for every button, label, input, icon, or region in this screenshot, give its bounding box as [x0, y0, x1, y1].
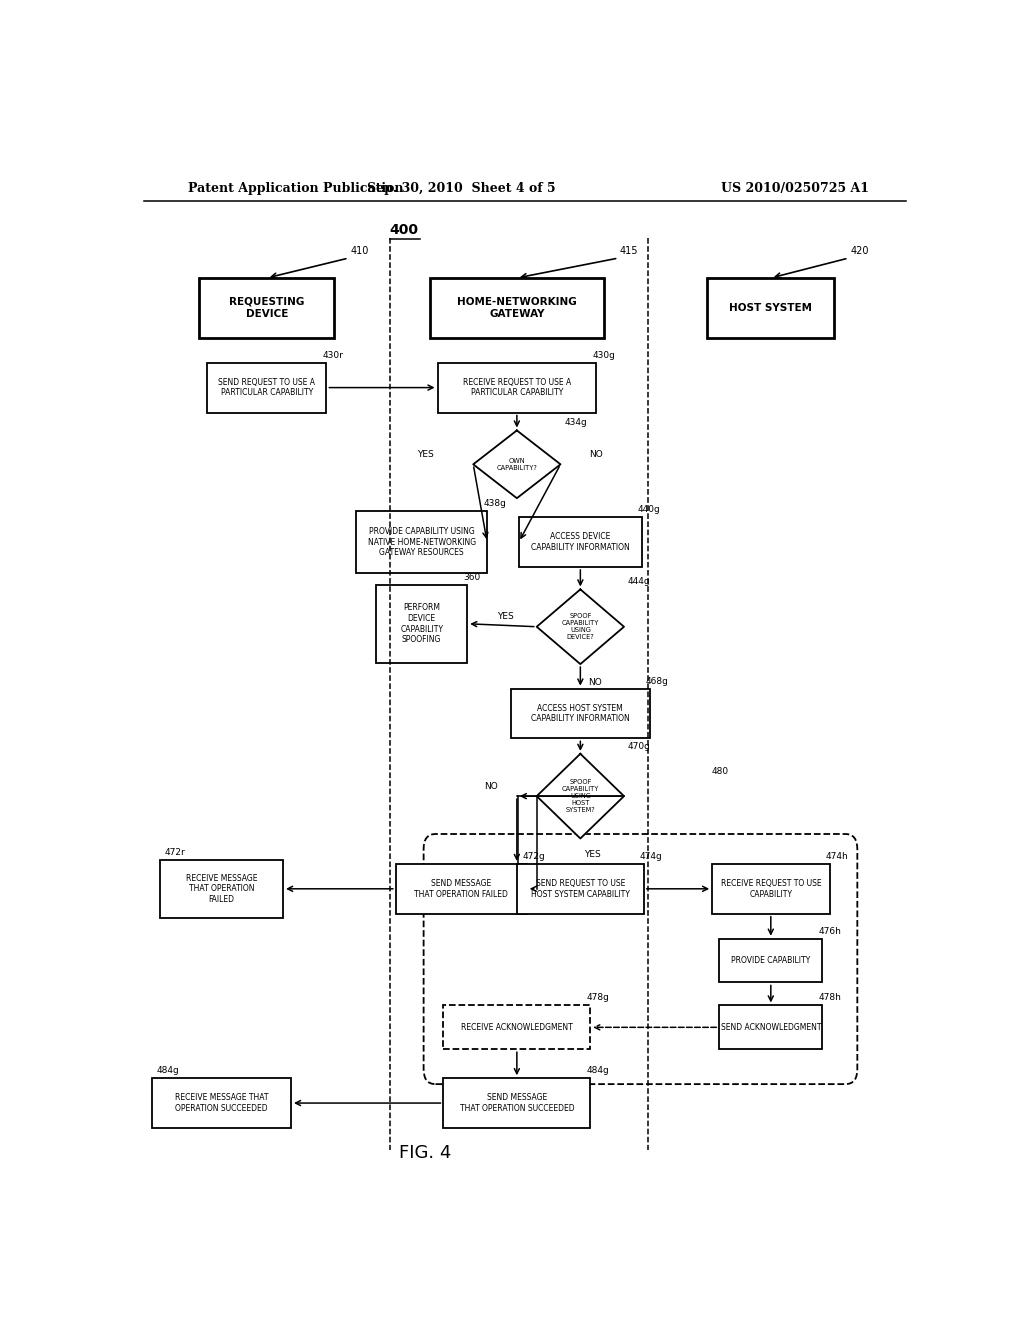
Text: 480: 480	[712, 767, 728, 776]
Text: 430g: 430g	[592, 351, 615, 359]
Text: NO: NO	[483, 781, 498, 791]
FancyBboxPatch shape	[437, 363, 596, 413]
FancyBboxPatch shape	[708, 279, 835, 338]
Text: FIG. 4: FIG. 4	[399, 1144, 452, 1162]
Text: SPOOF
CAPABILITY
USING
DEVICE?: SPOOF CAPABILITY USING DEVICE?	[562, 614, 599, 640]
Text: SEND MESSAGE
THAT OPERATION FAILED: SEND MESSAGE THAT OPERATION FAILED	[415, 879, 508, 899]
Text: RECEIVE REQUEST TO USE A
PARTICULAR CAPABILITY: RECEIVE REQUEST TO USE A PARTICULAR CAPA…	[463, 378, 571, 397]
Text: 434g: 434g	[564, 418, 587, 428]
Text: YES: YES	[585, 850, 601, 859]
Text: PROVIDE CAPABILITY: PROVIDE CAPABILITY	[731, 956, 810, 965]
Text: ACCESS HOST SYSTEM
CAPABILITY INFORMATION: ACCESS HOST SYSTEM CAPABILITY INFORMATIO…	[531, 704, 630, 723]
Text: Patent Application Publication: Patent Application Publication	[187, 182, 403, 195]
FancyBboxPatch shape	[376, 585, 467, 663]
Text: ACCESS DEVICE
CAPABILITY INFORMATION: ACCESS DEVICE CAPABILITY INFORMATION	[531, 532, 630, 552]
FancyBboxPatch shape	[443, 1006, 590, 1049]
Text: 440g: 440g	[638, 506, 660, 515]
Text: YES: YES	[497, 612, 513, 622]
Text: HOME-NETWORKING
GATEWAY: HOME-NETWORKING GATEWAY	[457, 297, 577, 319]
Text: 468g: 468g	[646, 677, 669, 685]
FancyBboxPatch shape	[511, 689, 650, 738]
FancyBboxPatch shape	[443, 1078, 590, 1129]
Text: NO: NO	[588, 677, 602, 686]
Text: 438g: 438g	[483, 499, 506, 508]
Text: SEND REQUEST TO USE
HOST SYSTEM CAPABILITY: SEND REQUEST TO USE HOST SYSTEM CAPABILI…	[530, 879, 630, 899]
Text: SEND MESSAGE
THAT OPERATION SUCCEEDED: SEND MESSAGE THAT OPERATION SUCCEEDED	[460, 1093, 574, 1113]
FancyBboxPatch shape	[712, 863, 829, 913]
Text: PERFORM
DEVICE
CAPABILITY
SPOOFING: PERFORM DEVICE CAPABILITY SPOOFING	[400, 603, 443, 644]
Text: OWN
CAPABILITY?: OWN CAPABILITY?	[497, 458, 538, 471]
FancyBboxPatch shape	[430, 279, 604, 338]
Polygon shape	[473, 430, 560, 498]
Polygon shape	[537, 754, 624, 838]
Text: 474h: 474h	[825, 851, 848, 861]
Text: RECEIVE MESSAGE THAT
OPERATION SUCCEEDED: RECEIVE MESSAGE THAT OPERATION SUCCEEDED	[175, 1093, 268, 1113]
Text: RECEIVE MESSAGE
THAT OPERATION
FAILED: RECEIVE MESSAGE THAT OPERATION FAILED	[186, 874, 257, 904]
Text: 474g: 474g	[640, 851, 663, 861]
Text: 410: 410	[350, 246, 369, 256]
Text: 360: 360	[463, 573, 480, 582]
Text: 478h: 478h	[818, 994, 842, 1002]
Text: SEND REQUEST TO USE A
PARTICULAR CAPABILITY: SEND REQUEST TO USE A PARTICULAR CAPABIL…	[218, 378, 315, 397]
FancyBboxPatch shape	[517, 863, 644, 913]
Text: 415: 415	[620, 246, 639, 256]
Text: 478g: 478g	[587, 994, 609, 1002]
Text: YES: YES	[417, 450, 434, 459]
Text: 470g: 470g	[628, 742, 651, 751]
FancyBboxPatch shape	[719, 1006, 822, 1049]
Text: US 2010/0250725 A1: US 2010/0250725 A1	[721, 182, 868, 195]
FancyBboxPatch shape	[153, 1078, 291, 1129]
Text: 476h: 476h	[818, 927, 842, 936]
Text: 400: 400	[390, 223, 419, 238]
Text: SEND ACKNOWLEDGMENT: SEND ACKNOWLEDGMENT	[721, 1023, 821, 1032]
Polygon shape	[537, 589, 624, 664]
FancyBboxPatch shape	[719, 939, 822, 982]
Text: REQUESTING
DEVICE: REQUESTING DEVICE	[229, 297, 304, 319]
FancyBboxPatch shape	[207, 363, 327, 413]
FancyBboxPatch shape	[396, 863, 526, 913]
Text: Sep. 30, 2010  Sheet 4 of 5: Sep. 30, 2010 Sheet 4 of 5	[367, 182, 556, 195]
FancyBboxPatch shape	[356, 511, 487, 573]
Text: HOST SYSTEM: HOST SYSTEM	[729, 302, 812, 313]
Text: 444g: 444g	[628, 577, 650, 586]
FancyBboxPatch shape	[160, 859, 284, 917]
Text: NO: NO	[590, 450, 603, 459]
Text: RECEIVE ACKNOWLEDGMENT: RECEIVE ACKNOWLEDGMENT	[461, 1023, 572, 1032]
Text: 430r: 430r	[323, 351, 343, 359]
FancyBboxPatch shape	[519, 517, 642, 568]
Text: 484g: 484g	[157, 1067, 179, 1076]
Text: 472r: 472r	[164, 847, 185, 857]
Text: PROVIDE CAPABILITY USING
NATIVE HOME-NETWORKING
GATEWAY RESOURCES: PROVIDE CAPABILITY USING NATIVE HOME-NET…	[368, 527, 476, 557]
Text: 484g: 484g	[587, 1067, 609, 1076]
Text: 420: 420	[850, 246, 868, 256]
Text: 472g: 472g	[523, 851, 546, 861]
Text: SPOOF
CAPABILITY
USING
HOST
SYSTEM?: SPOOF CAPABILITY USING HOST SYSTEM?	[562, 779, 599, 813]
FancyBboxPatch shape	[200, 279, 334, 338]
Text: RECEIVE REQUEST TO USE
CAPABILITY: RECEIVE REQUEST TO USE CAPABILITY	[721, 879, 821, 899]
